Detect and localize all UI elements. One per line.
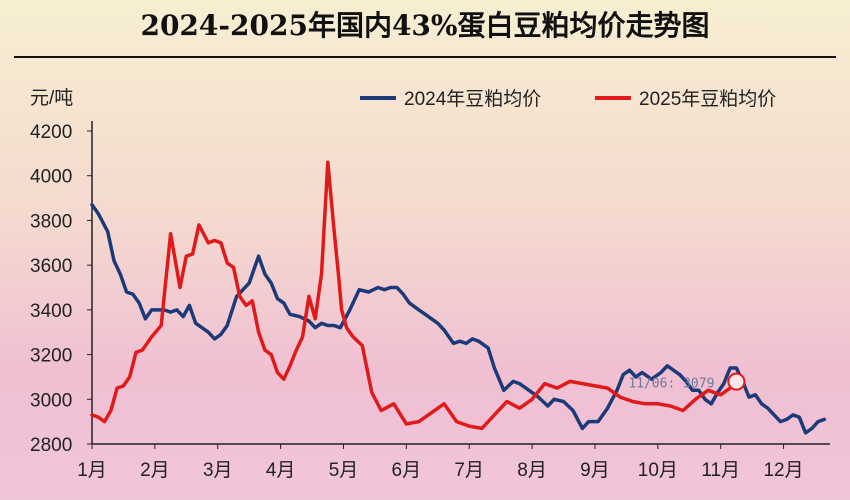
x-tick-label: 7月 — [454, 460, 484, 481]
y-tick-label: 3800 — [30, 211, 72, 232]
y-tick-label: 4200 — [30, 122, 72, 143]
x-tick-label: 1月 — [77, 460, 107, 481]
annotation-layer: 11/06: 3079 — [628, 372, 746, 392]
x-tick-label: 2月 — [140, 460, 170, 481]
legend-label-1: 2024年豆粕均价 — [404, 88, 541, 110]
x-tick-label: 5月 — [329, 460, 359, 481]
y-tick-label: 3200 — [30, 346, 72, 367]
annotation-label: 11/06: 3079 — [628, 377, 714, 392]
series-lines — [90, 160, 827, 435]
series-line-1 — [90, 203, 827, 435]
x-tick-label: 11月 — [701, 460, 740, 481]
axes: 2800 3000 3200 3400 3600 3800 4000 4200 元/吨 1月 2月 3… — [30, 87, 830, 481]
x-tick-label: 3月 — [203, 460, 233, 481]
y-tick-label: 4000 — [30, 167, 72, 188]
x-tick-label: 9月 — [580, 460, 610, 481]
series-line-2 — [90, 160, 739, 431]
y-tick-label: 3400 — [30, 301, 72, 322]
y-tick-label: 3600 — [30, 256, 72, 277]
x-tick-label: 10月 — [638, 460, 678, 481]
chart-title: 2024-2025年国内43%蛋白豆粕均价走势图 — [140, 9, 710, 42]
x-tick-label: 8月 — [517, 460, 547, 481]
title-rule — [14, 56, 836, 58]
annotation-marker — [727, 372, 746, 391]
legend: 2024年豆粕均价 2025年豆粕均价 — [360, 88, 776, 110]
x-tick-label: 12月 — [763, 460, 803, 481]
y-tick-label: 3000 — [30, 390, 72, 411]
y-axis-label: 元/吨 — [30, 87, 73, 109]
y-tick-label: 2800 — [30, 435, 72, 456]
legend-label-2: 2025年豆粕均价 — [639, 88, 776, 110]
x-tick-label: 6月 — [392, 460, 422, 481]
x-tick-label: 4月 — [266, 460, 296, 481]
